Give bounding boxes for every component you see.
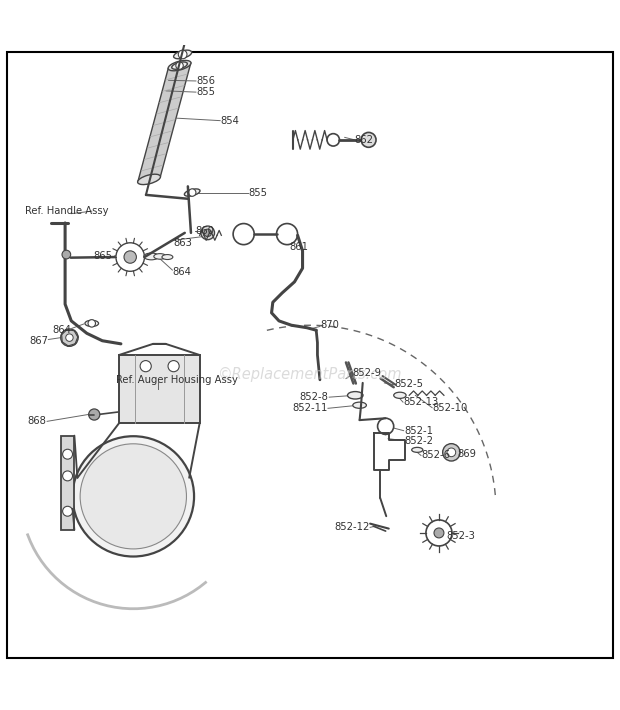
Ellipse shape [80,444,187,549]
Ellipse shape [204,229,211,236]
Ellipse shape [138,174,161,185]
Circle shape [168,361,179,372]
Text: 852-11: 852-11 [292,403,327,413]
Circle shape [140,361,151,372]
Text: 854: 854 [220,116,239,126]
Ellipse shape [412,447,423,452]
Text: 852-12: 852-12 [334,523,370,532]
Ellipse shape [347,392,363,399]
Bar [119,355,200,423]
Circle shape [443,444,460,461]
Text: Ref. Handle Assy: Ref. Handle Assy [25,206,108,216]
Circle shape [88,320,95,327]
Circle shape [179,50,187,59]
Text: 860: 860 [195,226,214,236]
Circle shape [62,250,71,259]
Circle shape [426,520,452,546]
Ellipse shape [168,60,191,71]
Ellipse shape [172,62,187,70]
Ellipse shape [184,189,200,196]
Circle shape [124,251,136,263]
Circle shape [361,133,376,147]
Circle shape [378,418,394,435]
Text: 865: 865 [94,251,113,261]
Ellipse shape [144,253,159,260]
Text: 855: 855 [248,187,267,197]
Text: 852-9: 852-9 [352,368,381,378]
Ellipse shape [154,253,166,259]
Circle shape [434,528,444,538]
Text: 852-13: 852-13 [403,397,438,407]
Circle shape [63,506,73,516]
Ellipse shape [174,50,192,59]
Text: 864: 864 [172,267,191,277]
Text: 852-6: 852-6 [422,450,451,461]
Text: 856: 856 [196,76,215,86]
Text: 852-3: 852-3 [446,531,476,541]
Text: 852-10: 852-10 [433,403,468,413]
Circle shape [89,409,100,420]
Text: Ref. Auger Housing Assy: Ref. Auger Housing Assy [116,375,238,385]
Text: 864: 864 [53,325,71,335]
Text: 868: 868 [28,416,46,426]
Text: 869: 869 [458,449,477,459]
Text: 855: 855 [196,87,215,97]
Ellipse shape [394,392,406,398]
Polygon shape [138,62,191,182]
Circle shape [66,334,73,342]
Circle shape [61,329,78,346]
Circle shape [188,189,196,196]
Text: 852-8: 852-8 [299,392,329,402]
Ellipse shape [201,226,215,240]
Ellipse shape [85,320,99,327]
Ellipse shape [162,255,173,260]
Ellipse shape [353,402,366,408]
Text: 852-5: 852-5 [394,378,423,388]
Text: 863: 863 [174,238,192,248]
Circle shape [176,62,184,70]
Bar [61,436,74,530]
Circle shape [233,224,254,245]
Circle shape [447,448,456,457]
Circle shape [277,224,298,245]
Circle shape [63,471,73,481]
Circle shape [116,243,144,271]
Circle shape [63,449,73,459]
Text: 870: 870 [320,320,339,329]
Ellipse shape [73,436,194,557]
Text: 862: 862 [355,135,374,145]
Text: ©ReplacementParts.com: ©ReplacementParts.com [218,367,402,383]
Text: 852-1: 852-1 [404,425,433,436]
Text: 852-2: 852-2 [404,435,433,446]
Text: 861: 861 [289,241,308,251]
Text: 867: 867 [29,337,48,346]
